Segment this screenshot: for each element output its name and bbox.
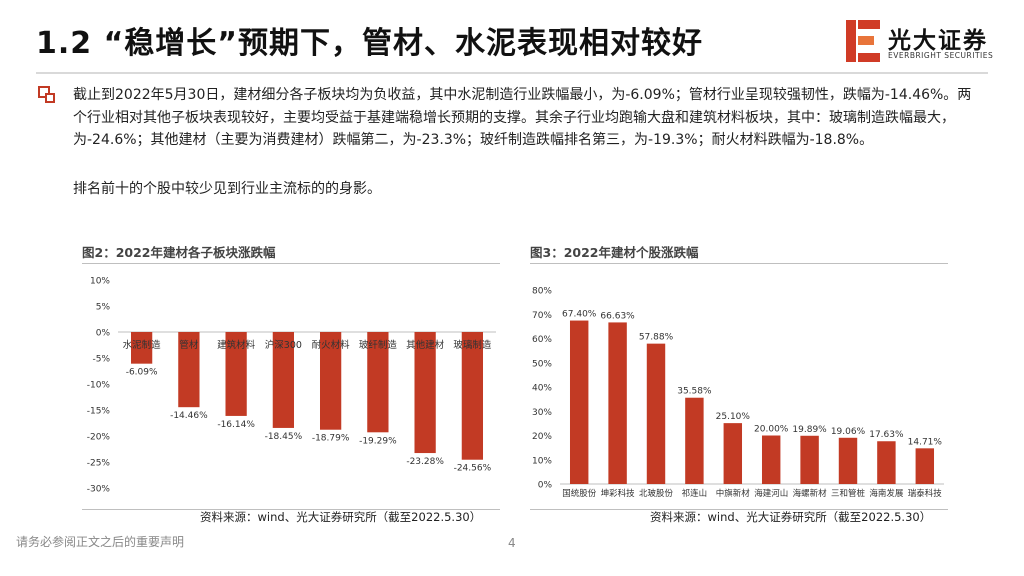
data-label: -16.14% (217, 420, 255, 430)
category-label: 北玻股份 (639, 488, 674, 499)
data-label: 25.10% (716, 412, 751, 422)
category-label: 建筑材料 (217, 339, 256, 351)
bar (414, 332, 436, 454)
bar (800, 435, 819, 484)
category-label: 管材 (179, 339, 199, 351)
chart1-title-rule (82, 263, 500, 264)
category-label: 海建河山 (754, 488, 788, 499)
y-tick-label: 0% (538, 481, 553, 491)
chart1-source: 资料来源：wind、光大证券研究所（截至2022.5.30） (200, 510, 482, 524)
logo-text-en: EVERBRIGHT SECURITIES (888, 51, 994, 60)
data-label: 19.06% (831, 427, 866, 437)
data-label: -14.46% (170, 411, 208, 421)
bar (272, 332, 295, 428)
category-label: 玻璃制造 (453, 339, 492, 351)
summary-paragraph: 截止到2022年5月30日，建材细分各子板块均为负收益，其中水泥制造行业跌幅最小… (73, 87, 972, 148)
y-tick-label: 30% (532, 408, 552, 418)
y-tick-label: -15% (87, 407, 111, 417)
y-tick-label: -20% (87, 433, 111, 443)
category-label: 瑞泰科技 (908, 488, 943, 499)
bar (915, 448, 935, 484)
summary-paragraph-2: 排名前十的个股中较少见到行业主流标的的身影。 (73, 181, 381, 197)
chart1-bottom-rule (82, 509, 500, 510)
data-label: 57.88% (639, 333, 674, 343)
category-label: 海南发展 (869, 488, 904, 499)
category-label: 耐火材料 (312, 339, 351, 351)
chart1-title: 图2：2022年建材各子板块涨跌幅 (82, 245, 276, 260)
chart1-sector-returns: 10% 5% 0% -5% -10% -15% -20% -25% -30% -6.09% 水泥制造… (87, 277, 496, 495)
category-label: 三和管桩 (831, 488, 866, 499)
disclaimer-note: 请务必参阅正文之后的重要声明 (16, 535, 185, 549)
bar (877, 441, 896, 484)
bar (761, 435, 781, 484)
y-tick-label: 50% (532, 359, 552, 369)
y-tick-label: 60% (532, 335, 552, 345)
chart2-title: 图3：2022年建材个股涨跌幅 (530, 245, 699, 260)
brand-logo: 光大证券 EVERBRIGHT SECURITIES (846, 20, 996, 66)
y-tick-label: 40% (532, 384, 552, 394)
y-tick-label: 10% (90, 277, 110, 287)
chart2-bottom-rule (530, 509, 948, 510)
y-tick-label: -25% (87, 459, 111, 469)
data-label: 17.63% (869, 430, 904, 440)
bar (130, 332, 153, 364)
bullet-square-icon (38, 86, 55, 103)
slide-header: 1.2 “稳增长”预期下，管材、水泥表现相对较好 光大证券 EVERBRIGHT… (0, 0, 1024, 80)
data-label: -24.56% (454, 464, 492, 474)
bar (225, 332, 247, 416)
category-label: 祁连山 (682, 488, 708, 499)
bar (569, 320, 589, 484)
bar (608, 322, 627, 484)
category-label: 玻纤制造 (359, 339, 398, 351)
bar (178, 332, 200, 408)
data-label: -6.09% (126, 368, 158, 378)
bar (685, 397, 704, 484)
title-divider (36, 72, 988, 74)
chart2-title-rule (530, 263, 948, 264)
y-tick-label: -30% (87, 485, 111, 495)
category-label: 水泥制造 (123, 339, 162, 351)
category-label: 海螺新材 (793, 488, 828, 499)
page-number: 4 (508, 536, 516, 550)
bar (838, 437, 858, 484)
bar (723, 423, 743, 484)
bar (367, 332, 389, 433)
y-tick-label: 10% (532, 456, 552, 466)
category-label: 中旗新材 (716, 488, 751, 499)
category-label: 其他建材 (406, 339, 445, 351)
y-tick-label: -10% (87, 381, 111, 391)
y-tick-label: 0% (96, 329, 111, 339)
bar (461, 332, 484, 460)
data-label: 35.58% (677, 387, 712, 397)
data-label: 14.71% (908, 437, 943, 447)
data-label: 66.63% (600, 311, 635, 321)
data-label: 20.00% (754, 425, 789, 435)
bar (646, 343, 666, 484)
y-tick-label: 5% (96, 303, 111, 313)
everbright-logo-icon (846, 20, 880, 62)
data-label: -18.79% (312, 434, 350, 444)
slide-title: 1.2 “稳增长”预期下，管材、水泥表现相对较好 (36, 26, 704, 61)
chart2-stock-returns: 80% 70% 60% 50% 40% 30% 20% 10% 0% 67.40% 国统股份 66.6… (532, 287, 944, 499)
data-label: 19.89% (792, 425, 827, 435)
logo-text-cn: 光大证券 (888, 28, 988, 54)
data-label: -23.28% (406, 457, 444, 467)
y-tick-label: -5% (92, 355, 110, 365)
y-tick-label: 80% (532, 287, 552, 297)
data-label: -18.45% (265, 432, 303, 442)
category-label: 坤彩科技 (601, 488, 636, 499)
data-label: -19.29% (359, 436, 397, 446)
category-label: 国统股份 (562, 488, 597, 499)
y-tick-label: 20% (532, 432, 552, 442)
bar (319, 332, 342, 430)
chart2-source: 资料来源：wind、光大证券研究所（截至2022.5.30） (650, 510, 932, 524)
y-tick-label: 70% (532, 311, 552, 321)
category-label: 沪深300 (265, 339, 302, 351)
data-label: 67.40% (562, 310, 597, 320)
